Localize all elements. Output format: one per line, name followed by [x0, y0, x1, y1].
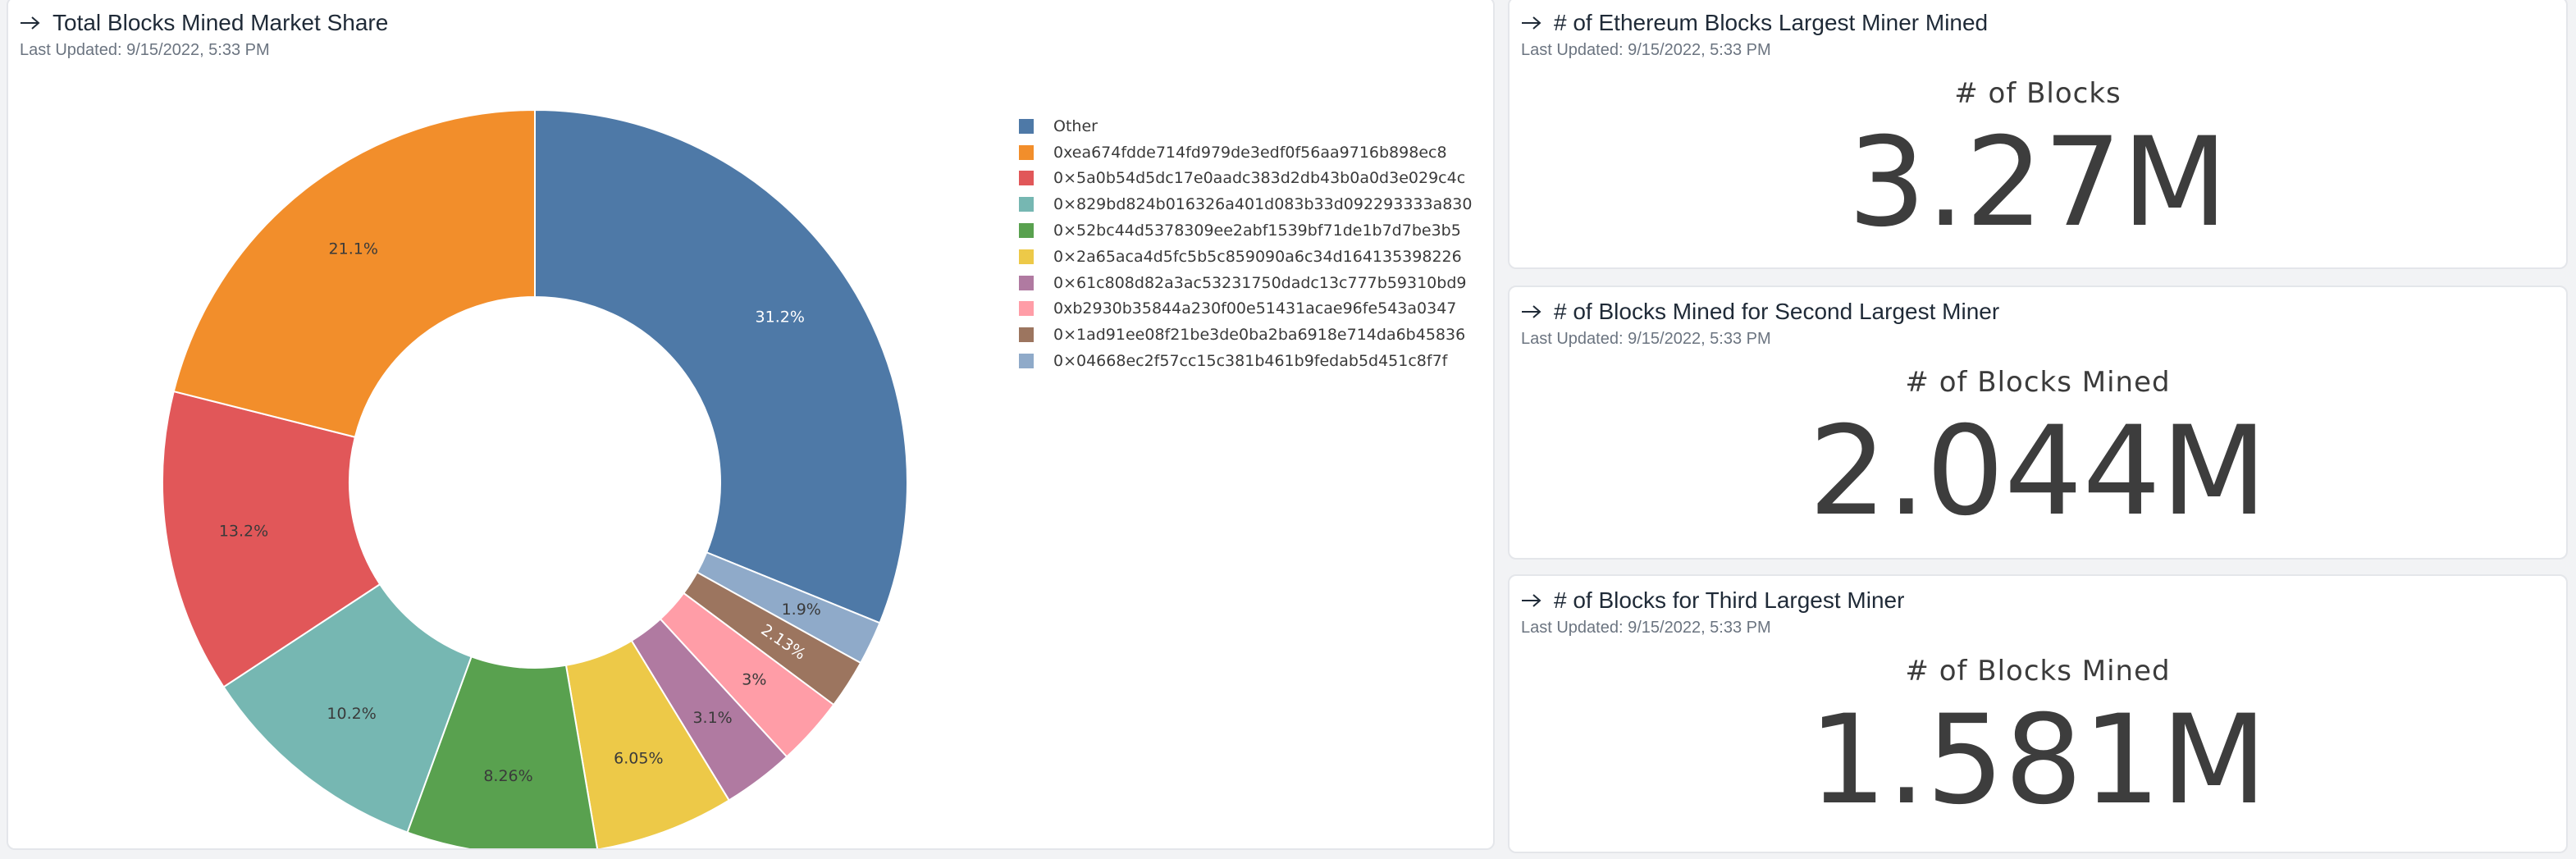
slice-label: 13.2% [219, 522, 268, 540]
card-title[interactable]: Total Blocks Mined Market Share [53, 10, 389, 35]
arrow-right-icon[interactable] [1521, 304, 1542, 320]
kpi-label: # of Blocks [1954, 77, 2122, 110]
pie-slice[interactable] [534, 108, 909, 624]
legend-label: Other [1053, 117, 1098, 135]
legend-label: 0×1ad91ee08f21be3de0ba2ba6918e714da6b458… [1053, 326, 1466, 345]
legend-item[interactable]: 0xb2930b35844a230f00e51431acae96fe543a03… [1019, 296, 1473, 322]
legend-item[interactable]: 0×5a0b54d5dc17e0aadc383d2db43b0a0d3e029c… [1019, 166, 1473, 192]
legend-item[interactable]: 0×52bc44d5378309ee2abf1539bf71de1b7d7be3… [1019, 217, 1473, 244]
kpi-label: # of Blocks Mined [1905, 366, 2171, 399]
legend-swatch [1019, 118, 1034, 134]
legend-item[interactable]: 0×04668ec2f57cc15c381b461b9fedab5d451c8f… [1019, 348, 1473, 374]
last-updated: Last Updated: 9/15/2022, 5:33 PM [1521, 330, 1771, 348]
slice-label: 10.2% [327, 705, 376, 723]
legend-label: 0×2a65aca4d5fc5b5c859090a6c34d1641353982… [1053, 247, 1462, 266]
kpi-value: 1.581M [1808, 689, 2268, 832]
legend-swatch [1019, 197, 1034, 212]
last-updated: Last Updated: 9/15/2022, 5:33 PM [1521, 41, 1771, 59]
slice-label: 3.1% [692, 709, 732, 727]
legend-label: 0×52bc44d5378309ee2abf1539bf71de1b7d7be3… [1053, 222, 1461, 240]
last-updated: Last Updated: 9/15/2022, 5:33 PM [1521, 619, 1771, 637]
arrow-right-icon[interactable] [1521, 15, 1542, 31]
donut-chart: 31.2%1.9%2.13%3%3.1%6.05%8.26%10.2%13.2%… [162, 108, 909, 848]
pie-slice[interactable] [172, 108, 536, 438]
kpi-card-third-miner: # of Blocks for Third Largest Miner Last… [1508, 574, 2568, 853]
kpi-value: 3.27M [1848, 112, 2228, 254]
pie-slice[interactable] [162, 390, 381, 688]
legend-swatch [1019, 275, 1034, 290]
legend-swatch [1019, 249, 1034, 264]
slice-label: 6.05% [614, 750, 663, 768]
legend-label: 0xea674fdde714fd979de3edf0f56aa9716b898e… [1053, 143, 1447, 162]
card-header: # of Blocks for Third Largest Miner [1521, 587, 1904, 614]
legend-label: 0×829bd824b016326a401d083b33d092293333a8… [1053, 195, 1473, 214]
slice-label: 21.1% [329, 240, 378, 258]
legend-label: 0×04668ec2f57cc15c381b461b9fedab5d451c8f… [1053, 352, 1448, 371]
card-header: Total Blocks Mined Market Share [20, 10, 388, 36]
card-title[interactable]: # of Blocks Mined for Second Largest Min… [1554, 299, 2000, 324]
legend-swatch [1019, 144, 1034, 160]
slice-label: 31.2% [756, 308, 805, 327]
market-share-card: Total Blocks Mined Market Share Last Upd… [7, 0, 1495, 850]
slice-label: 8.26% [483, 767, 532, 785]
last-updated: Last Updated: 9/15/2022, 5:33 PM [20, 41, 270, 59]
legend-item[interactable]: 0×2a65aca4d5fc5b5c859090a6c34d1641353982… [1019, 244, 1473, 270]
legend-label: 0xb2930b35844a230f00e51431acae96fe543a03… [1053, 299, 1457, 318]
slice-label: 3% [742, 671, 766, 689]
card-title[interactable]: # of Blocks for Third Largest Miner [1554, 587, 1905, 613]
legend-item[interactable]: 0×61c808d82a3ac53231750dadc13c777b59310b… [1019, 270, 1473, 296]
legend-swatch [1019, 354, 1034, 369]
legend-swatch [1019, 327, 1034, 343]
kpi-label: # of Blocks Mined [1905, 655, 2171, 688]
legend-swatch [1019, 301, 1034, 317]
legend-label: 0×5a0b54d5dc17e0aadc383d2db43b0a0d3e029c… [1053, 169, 1466, 188]
chart-legend: Other 0xea674fdde714fd979de3edf0f56aa9716… [1019, 113, 1473, 374]
legend-item[interactable]: 0×829bd824b016326a401d083b33d092293333a8… [1019, 191, 1473, 217]
legend-swatch [1019, 171, 1034, 186]
arrow-right-icon[interactable] [20, 15, 41, 31]
card-header: # of Blocks Mined for Second Largest Min… [1521, 299, 1999, 325]
arrow-right-icon[interactable] [1521, 592, 1542, 609]
card-title[interactable]: # of Ethereum Blocks Largest Miner Mined [1554, 10, 1989, 35]
kpi-card-largest-miner: # of Ethereum Blocks Largest Miner Mined… [1508, 0, 2568, 269]
legend-item[interactable]: Other [1019, 113, 1473, 139]
legend-item[interactable]: 0xea674fdde714fd979de3edf0f56aa9716b898e… [1019, 139, 1473, 166]
legend-swatch [1019, 223, 1034, 239]
kpi-value: 2.044M [1808, 400, 2268, 543]
slice-label: 1.9% [782, 601, 821, 619]
legend-item[interactable]: 0×1ad91ee08f21be3de0ba2ba6918e714da6b458… [1019, 322, 1473, 348]
card-header: # of Ethereum Blocks Largest Miner Mined [1521, 10, 1988, 36]
pie-slice[interactable] [564, 639, 731, 848]
kpi-card-second-miner: # of Blocks Mined for Second Largest Min… [1508, 286, 2568, 560]
legend-label: 0×61c808d82a3ac53231750dadc13c777b59310b… [1053, 273, 1467, 292]
